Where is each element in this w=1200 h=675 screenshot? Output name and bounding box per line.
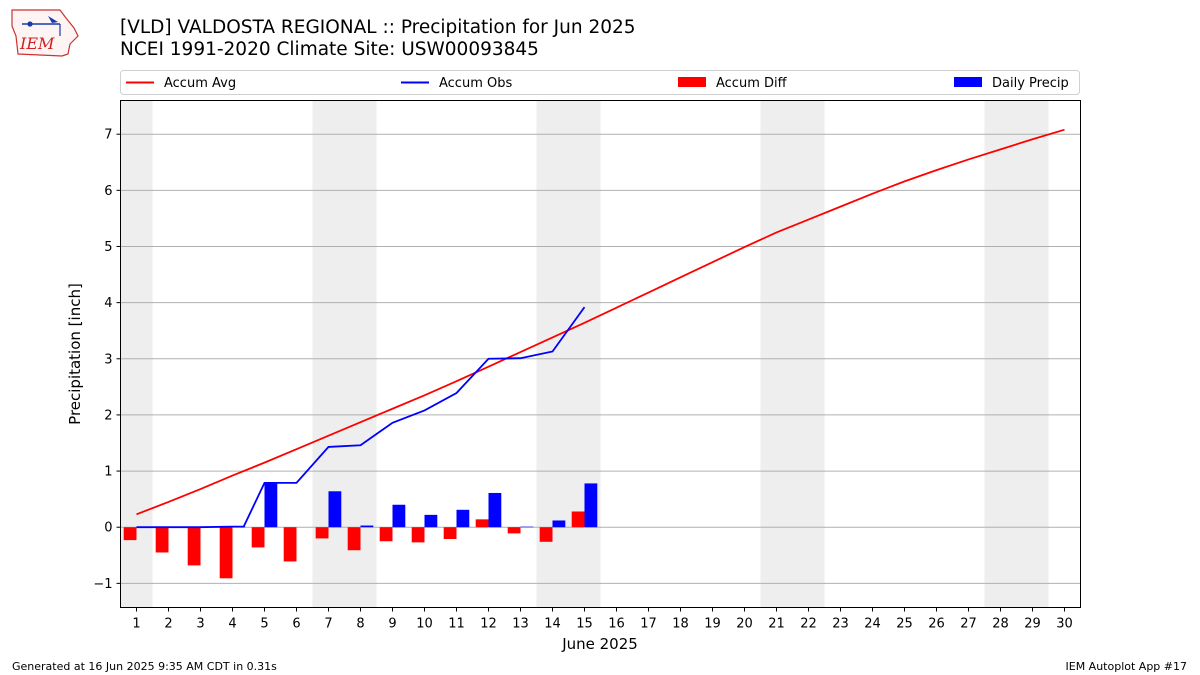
daily-precip-bar [264, 483, 278, 528]
x-tick-label: 12 [480, 617, 497, 632]
daily-precip-bar [520, 526, 534, 528]
x-tick-label: 16 [608, 617, 625, 632]
x-tick-label: 23 [832, 617, 849, 632]
x-tick-label: 24 [864, 617, 881, 632]
accum-diff-bar [507, 527, 521, 534]
y-tick-label: 2 [104, 408, 112, 423]
legend-swatch [678, 77, 706, 87]
y-tick-label: 6 [104, 184, 112, 199]
x-tick-label: 13 [512, 617, 529, 632]
accum-diff-bar [379, 527, 393, 542]
x-tick-label: 25 [896, 617, 913, 632]
daily-precip-bar [488, 492, 502, 528]
y-tick-label: 0 [104, 521, 112, 536]
x-tick-label: 15 [576, 617, 593, 632]
weekend-band [312, 100, 377, 608]
y-tick-label: 4 [104, 296, 112, 311]
accum-diff-bar [411, 527, 425, 543]
x-tick-label: 28 [992, 617, 1009, 632]
y-tick-label: 3 [104, 352, 112, 367]
weekend-band [760, 100, 825, 608]
y-tick-label: 5 [104, 240, 112, 255]
x-tick-label: 26 [928, 617, 945, 632]
legend-swatch [954, 77, 982, 87]
y-tick-label: 7 [104, 128, 112, 143]
x-tick-label: 17 [640, 617, 657, 632]
chart-title: [VLD] VALDOSTA REGIONAL :: Precipitation… [120, 17, 636, 38]
x-tick-label: 3 [196, 617, 204, 632]
accum-avg-line [136, 128, 1065, 516]
weekend-band [120, 100, 153, 608]
x-tick-label: 11 [448, 617, 465, 632]
legend-label: Accum Obs [439, 76, 512, 91]
accum-diff-bar [155, 527, 169, 553]
x-tick-label: 27 [960, 617, 977, 632]
daily-precip-bar [360, 525, 374, 528]
x-tick-label: 14 [544, 617, 561, 632]
x-tick-label: 18 [672, 617, 689, 632]
x-tick-label: 19 [704, 617, 721, 632]
daily-precip-bar [456, 509, 470, 528]
x-tick-label: 7 [324, 617, 332, 632]
logo-text: IEM [19, 34, 55, 53]
x-tick-label: 6 [292, 617, 300, 632]
x-tick-label: 30 [1056, 617, 1073, 632]
x-tick-label: 10 [416, 617, 433, 632]
daily-precip-bar [392, 504, 406, 528]
accum-diff-bar [123, 527, 137, 541]
accum-diff-bar [251, 527, 265, 548]
weekend-band [984, 100, 1049, 608]
y-tick-label: 1 [104, 465, 112, 480]
x-tick-label: 29 [1024, 617, 1041, 632]
legend-label: Daily Precip [992, 76, 1069, 91]
accum-diff-bar [283, 527, 297, 562]
daily-precip-bar [584, 483, 598, 528]
x-tick-label: 20 [736, 617, 753, 632]
x-tick-label: 9 [388, 617, 396, 632]
chart-subtitle: NCEI 1991-2020 Climate Site: USW00093845 [120, 39, 539, 60]
accum-diff-bar [443, 527, 457, 540]
legend-box [120, 70, 1080, 95]
accum-diff-bar [539, 527, 553, 542]
accum-diff-bar [219, 527, 233, 579]
generated-timestamp: Generated at 16 Jun 2025 9:35 AM CDT in … [12, 660, 277, 673]
daily-precip-bar [424, 514, 438, 528]
x-tick-label: 4 [228, 617, 236, 632]
legend-label: Accum Avg [164, 76, 236, 91]
daily-precip-bar [552, 520, 566, 528]
y-tick-label: −1 [93, 577, 112, 592]
x-axis-label: June 2025 [561, 635, 638, 653]
x-tick-label: 21 [768, 617, 785, 632]
plot-frame [120, 100, 1081, 608]
legend-label: Accum Diff [716, 76, 788, 91]
x-tick-label: 2 [164, 617, 172, 632]
daily-precip-bar [328, 491, 342, 528]
x-tick-label: 1 [132, 617, 140, 632]
accum-diff-bar [187, 527, 201, 566]
x-tick-label: 5 [260, 617, 268, 632]
y-axis-label: Precipitation [inch] [66, 283, 84, 425]
x-tick-label: 22 [800, 617, 817, 632]
accum-diff-bar [347, 527, 361, 551]
accum-diff-bar [475, 519, 489, 528]
accum-diff-bar [571, 511, 585, 528]
autoplot-app-label: IEM Autoplot App #17 [1065, 660, 1188, 673]
accum-diff-bar [315, 527, 329, 539]
accum-obs-line [136, 306, 586, 529]
iem-logo: IEM [11, 9, 79, 57]
x-tick-label: 8 [356, 617, 364, 632]
legend: Accum Avg Accum Obs Accum Diff Daily Precip [120, 70, 1080, 95]
